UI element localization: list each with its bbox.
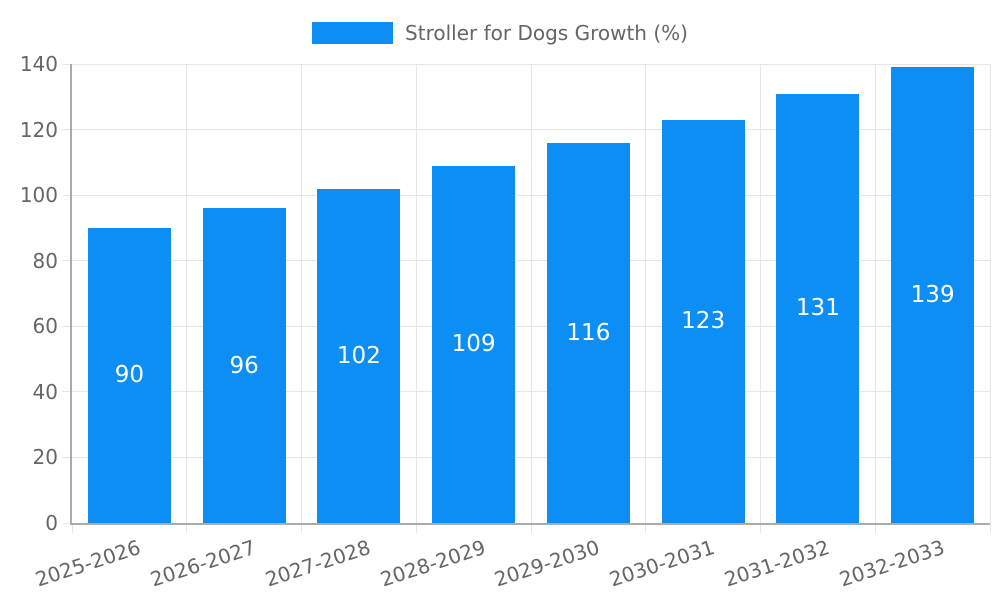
x-tick (760, 523, 761, 533)
y-tick (62, 260, 72, 262)
x-tick-label: 2028-2029 (376, 535, 489, 592)
bar[interactable]: 139 (891, 67, 975, 523)
y-tick-label: 20 (32, 445, 58, 470)
bar-value-label: 109 (451, 331, 496, 358)
x-tick (530, 523, 532, 533)
x-tick-label: 2031-2032 (721, 535, 833, 592)
y-tick (62, 63, 72, 65)
bar-value-label: 139 (910, 282, 955, 309)
bar-value-label: 116 (566, 319, 611, 346)
y-axis-line (70, 64, 72, 525)
v-gridline (186, 64, 188, 523)
bar[interactable]: 131 (776, 93, 860, 523)
bar[interactable]: 123 (661, 119, 745, 523)
v-gridline (989, 64, 991, 523)
bar[interactable]: 109 (432, 165, 516, 523)
y-tick (62, 391, 72, 393)
x-tick (186, 523, 188, 533)
x-tick (301, 523, 302, 533)
x-tick-label: 2029-2030 (491, 535, 603, 592)
y-tick (62, 194, 72, 196)
x-tick-label: 2026-2027 (147, 535, 259, 592)
x-tick-label: 2030-2031 (606, 535, 718, 592)
bar-value-label: 90 (114, 362, 145, 389)
v-gridline (874, 64, 876, 523)
bar-value-label: 131 (795, 295, 840, 322)
y-tick-label: 80 (32, 248, 58, 273)
x-tick-label: 2032-2033 (835, 535, 948, 592)
bar[interactable]: 102 (317, 188, 401, 523)
v-gridline (760, 64, 761, 523)
y-tick-label: 140 (19, 52, 58, 76)
x-axis-line (70, 523, 990, 525)
y-tick-label: 60 (32, 314, 58, 339)
x-tick-label: 2025-2026 (32, 535, 144, 592)
y-tick-label: 0 (45, 511, 58, 535)
v-gridline (301, 64, 302, 523)
v-gridline (645, 64, 647, 523)
legend-label: Stroller for Dogs Growth (%) (405, 21, 688, 45)
bar-value-label: 102 (336, 342, 381, 369)
chart-legend-item[interactable]: Stroller for Dogs Growth (%) (0, 21, 1000, 45)
y-tick (62, 456, 72, 458)
y-tick-label: 120 (19, 117, 58, 142)
y-tick (62, 325, 72, 327)
y-tick-label: 40 (32, 379, 58, 404)
bar[interactable]: 96 (202, 208, 286, 523)
bar[interactable]: 90 (87, 227, 171, 523)
x-tick (71, 523, 73, 533)
v-gridline (415, 64, 417, 523)
bar[interactable]: 116 (546, 142, 630, 523)
y-tick-label: 100 (19, 183, 58, 208)
x-tick (645, 523, 647, 533)
legend-swatch-icon (312, 22, 394, 44)
bar-value-label: 123 (681, 308, 726, 335)
x-tick (989, 523, 991, 533)
x-tick-label: 2027-2028 (262, 535, 374, 592)
x-tick (874, 523, 876, 533)
y-tick (62, 522, 72, 524)
x-tick (415, 523, 417, 533)
y-tick (62, 129, 72, 131)
bar-value-label: 96 (229, 352, 259, 379)
v-gridline (530, 64, 532, 523)
